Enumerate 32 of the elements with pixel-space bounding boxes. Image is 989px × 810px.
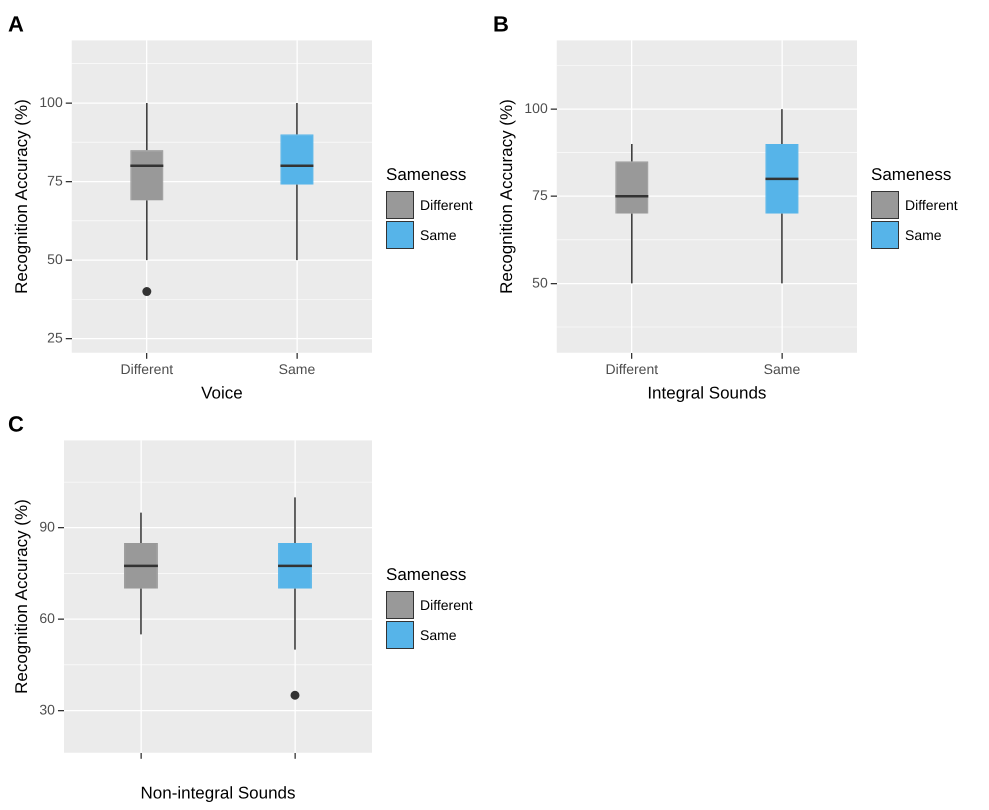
legend-label: Different <box>905 197 958 213</box>
chart-title: C <box>8 411 24 436</box>
x-tick-label: Different <box>605 361 658 378</box>
legend-label: Same <box>420 227 457 243</box>
y-tick-label: 25 <box>47 330 63 346</box>
y-tick-label: 100 <box>524 100 548 116</box>
x-axis-title: Non-integral Sounds <box>140 783 296 802</box>
y-tick-label: 100 <box>39 94 63 110</box>
x-axis-title: Voice <box>201 383 243 402</box>
y-tick-label: 90 <box>39 518 56 535</box>
x-tick-label: Same <box>764 361 800 378</box>
y-tick-label: 50 <box>532 274 548 290</box>
y-axis-title: Recognition Accuracy (%) <box>12 99 31 294</box>
chart-title: B <box>493 11 509 36</box>
legend-label: Different <box>420 597 473 613</box>
y-axis-title: Recognition Accuracy (%) <box>12 499 31 694</box>
chart-title: A <box>8 11 24 36</box>
x-tick-label: Same <box>278 361 316 378</box>
legend-title: Sameness <box>386 565 468 585</box>
y-tick-label: 30 <box>39 701 56 718</box>
legend-label: Different <box>420 197 473 213</box>
y-tick-label: 75 <box>532 187 548 204</box>
x-axis-title: Integral Sounds <box>647 383 766 402</box>
y-tick-label: 50 <box>47 250 63 267</box>
legend-label: Same <box>420 627 457 643</box>
legend-label: Same <box>905 227 942 243</box>
legend-title: Sameness <box>871 165 952 185</box>
y-axis-title: Recognition Accuracy (%) <box>496 99 516 294</box>
y-tick-label: 75 <box>47 172 63 188</box>
legend-title: Sameness <box>386 165 468 185</box>
x-tick-label: Different <box>120 361 174 378</box>
y-tick-label: 60 <box>39 610 56 626</box>
